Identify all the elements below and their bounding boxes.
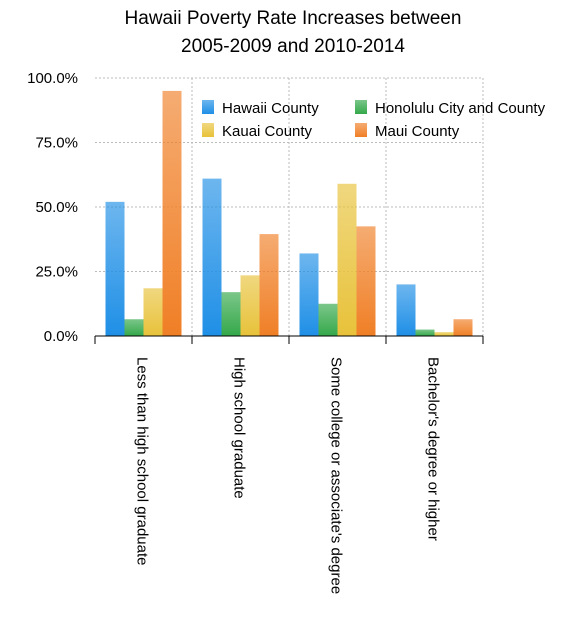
axes bbox=[94, 335, 484, 344]
bar-kauai-county-1 bbox=[240, 275, 260, 336]
bar-honolulu-city-and-county-2 bbox=[318, 303, 338, 336]
chart-title-line-1: Hawaii Poverty Rate Increases between bbox=[125, 8, 462, 29]
bar-hawaii-county-3 bbox=[396, 284, 416, 336]
category-label: High school graduate bbox=[231, 357, 248, 499]
bar-maui-county-1 bbox=[259, 234, 279, 336]
bar-maui-county-0 bbox=[162, 90, 182, 337]
legend-label: Hawaii County bbox=[222, 100, 319, 117]
bar-hawaii-county-2 bbox=[299, 253, 319, 336]
bars bbox=[105, 90, 473, 337]
legend-label: Kauai County bbox=[222, 123, 313, 140]
bar-honolulu-city-and-county-0 bbox=[124, 319, 144, 336]
legend: Hawaii County Honolulu City and County Kau… bbox=[202, 100, 546, 140]
bar-maui-county-2 bbox=[356, 226, 376, 336]
category-label: Bachelor's degree or higher bbox=[425, 357, 442, 541]
bar-kauai-county-2 bbox=[337, 183, 357, 336]
legend-swatch bbox=[355, 100, 367, 114]
grid bbox=[95, 77, 484, 336]
bar-maui-county-3 bbox=[453, 319, 473, 336]
legend-label: Honolulu City and County bbox=[375, 100, 546, 117]
category-labels: Less than high school graduate High schoo… bbox=[134, 357, 442, 594]
y-tick-label: 0.0% bbox=[44, 328, 78, 345]
y-tick-label: 75.0% bbox=[35, 135, 78, 152]
category-label: Some college or associate's degree bbox=[328, 357, 345, 594]
bar-kauai-county-0 bbox=[143, 288, 163, 336]
y-axis-ticks: 0.0% 25.0% 50.0% 75.0% 100.0% bbox=[27, 70, 78, 345]
legend-label: Maui County bbox=[375, 123, 460, 140]
legend-swatch bbox=[202, 100, 214, 114]
bar-hawaii-county-1 bbox=[202, 178, 222, 336]
y-tick-label: 25.0% bbox=[35, 264, 78, 281]
y-tick-label: 100.0% bbox=[27, 70, 78, 87]
bar-hawaii-county-0 bbox=[105, 201, 125, 336]
bar-honolulu-city-and-county-3 bbox=[415, 329, 435, 336]
chart-title-line-2: 2005-2009 and 2010-2014 bbox=[181, 36, 405, 57]
legend-swatch bbox=[202, 123, 214, 137]
legend-swatch bbox=[355, 123, 367, 137]
bar-honolulu-city-and-county-1 bbox=[221, 292, 241, 336]
category-label: Less than high school graduate bbox=[134, 357, 151, 565]
bar-kauai-county-3 bbox=[434, 332, 454, 336]
y-tick-label: 50.0% bbox=[35, 199, 78, 216]
